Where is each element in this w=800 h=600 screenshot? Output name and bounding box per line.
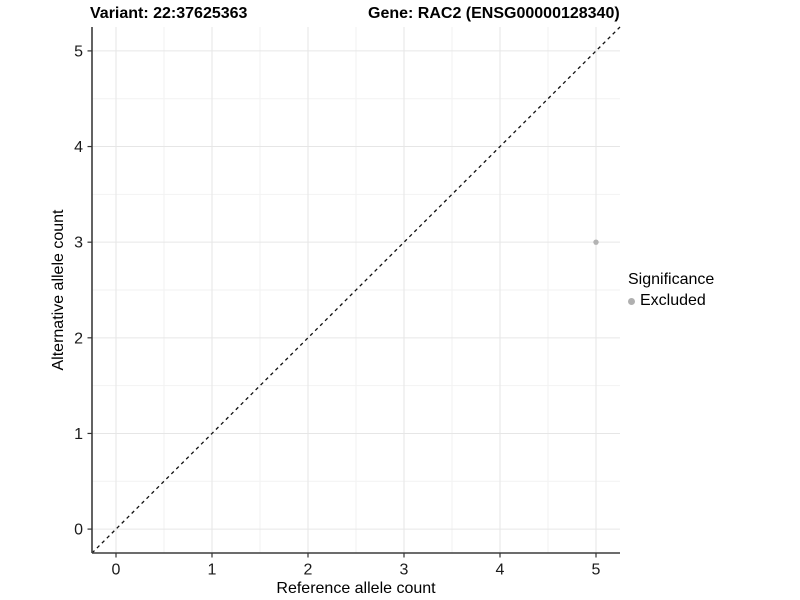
y-tick-label: 5 bbox=[74, 43, 83, 60]
y-tick-label: 2 bbox=[74, 330, 83, 347]
legend: Significance Excluded bbox=[628, 271, 714, 310]
x-tick-label: 1 bbox=[208, 562, 217, 579]
y-tick-label: 3 bbox=[74, 235, 83, 252]
x-axis-title: Reference allele count bbox=[276, 580, 436, 597]
y-tick-label: 1 bbox=[74, 426, 83, 443]
data-point bbox=[593, 239, 599, 245]
x-tick-label: 0 bbox=[112, 562, 121, 579]
excluded-point-swatch bbox=[628, 297, 635, 305]
legend-item-excluded: Excluded bbox=[628, 292, 714, 310]
variant-title: Variant: 22:37625363 bbox=[90, 5, 248, 22]
x-tick-label: 5 bbox=[592, 562, 601, 579]
y-tick-label: 0 bbox=[74, 522, 83, 539]
identity-line bbox=[91, 26, 621, 554]
x-tick-label: 3 bbox=[400, 562, 409, 579]
y-tick-label: 4 bbox=[74, 139, 83, 156]
y-axis-title: Alternative allele count bbox=[50, 209, 67, 371]
legend-item-label: Excluded bbox=[640, 292, 706, 309]
x-tick-label: 4 bbox=[496, 562, 505, 579]
x-tick-label: 2 bbox=[304, 562, 313, 579]
gene-title: Gene: RAC2 (ENSG00000128340) bbox=[368, 5, 620, 22]
legend-title: Significance bbox=[628, 271, 715, 288]
